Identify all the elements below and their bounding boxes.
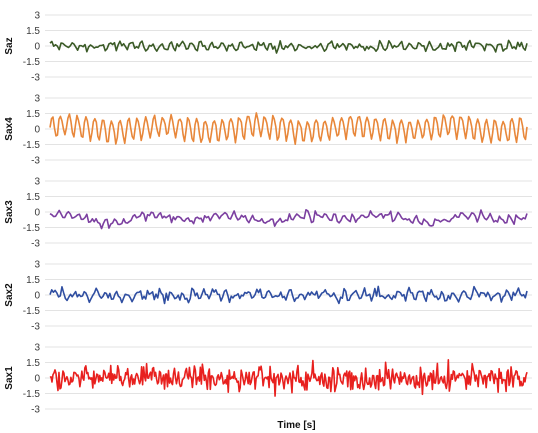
y-tick-label: 1.5 xyxy=(26,192,40,203)
y-tick-label: 0 xyxy=(34,291,40,302)
y-tick-label: -1.5 xyxy=(23,57,41,68)
y-axis-label: Saz xyxy=(4,37,15,54)
panel-sax1: 3 1.5 0 -1.5 -3 Sax1 xyxy=(4,343,532,416)
y-tick-label: 0 xyxy=(34,125,40,136)
y-tick-label: 1.5 xyxy=(26,109,40,120)
x-axis-label: Time [s] xyxy=(277,420,315,431)
panel-saz: 3 1.5 0 -1.5 -3 Saz xyxy=(4,11,532,84)
y-tick-label: 1.5 xyxy=(26,358,40,369)
y-tick-label: 3 xyxy=(34,260,40,271)
y-tick-label: -3 xyxy=(31,156,40,167)
y-tick-label: -1.5 xyxy=(23,223,41,234)
y-tick-label: 3 xyxy=(34,343,40,354)
y-tick-label: -1.5 xyxy=(23,140,41,151)
y-axis-label: Sax2 xyxy=(4,283,15,307)
y-tick-label: 1.5 xyxy=(26,275,40,286)
series-line-sax3 xyxy=(49,208,528,230)
y-tick-label: -3 xyxy=(31,322,40,333)
y-tick-label: -1.5 xyxy=(23,389,41,400)
series-line-sax2 xyxy=(49,285,528,305)
y-tick-label: 3 xyxy=(34,177,40,188)
y-tick-label: 0 xyxy=(34,374,40,385)
panel-sax2: 3 1.5 0 -1.5 -3 Sax2 xyxy=(4,260,532,333)
y-axis-label: Sax4 xyxy=(4,117,15,141)
panel-sax3: 3 1.5 0 -1.5 -3 Sax3 xyxy=(4,177,532,250)
y-tick-label: 3 xyxy=(34,94,40,105)
y-tick-label: 0 xyxy=(34,208,40,219)
y-tick-label: 3 xyxy=(34,11,40,22)
y-tick-label: -3 xyxy=(31,73,40,84)
y-tick-label: 1.5 xyxy=(26,26,40,37)
y-tick-label: -1.5 xyxy=(23,306,41,317)
y-tick-label: -3 xyxy=(31,239,40,250)
series-line-sax1 xyxy=(49,358,528,397)
y-tick-label: 0 xyxy=(34,42,40,53)
y-axis-label: Sax1 xyxy=(4,366,15,390)
y-tick-label: -3 xyxy=(31,405,40,416)
panel-sax4: 3 1.5 0 -1.5 -3 Sax4 xyxy=(4,94,532,167)
y-axis-label: Sax3 xyxy=(4,200,15,224)
series-line-saz xyxy=(49,39,528,54)
series-line-sax4 xyxy=(49,112,528,146)
